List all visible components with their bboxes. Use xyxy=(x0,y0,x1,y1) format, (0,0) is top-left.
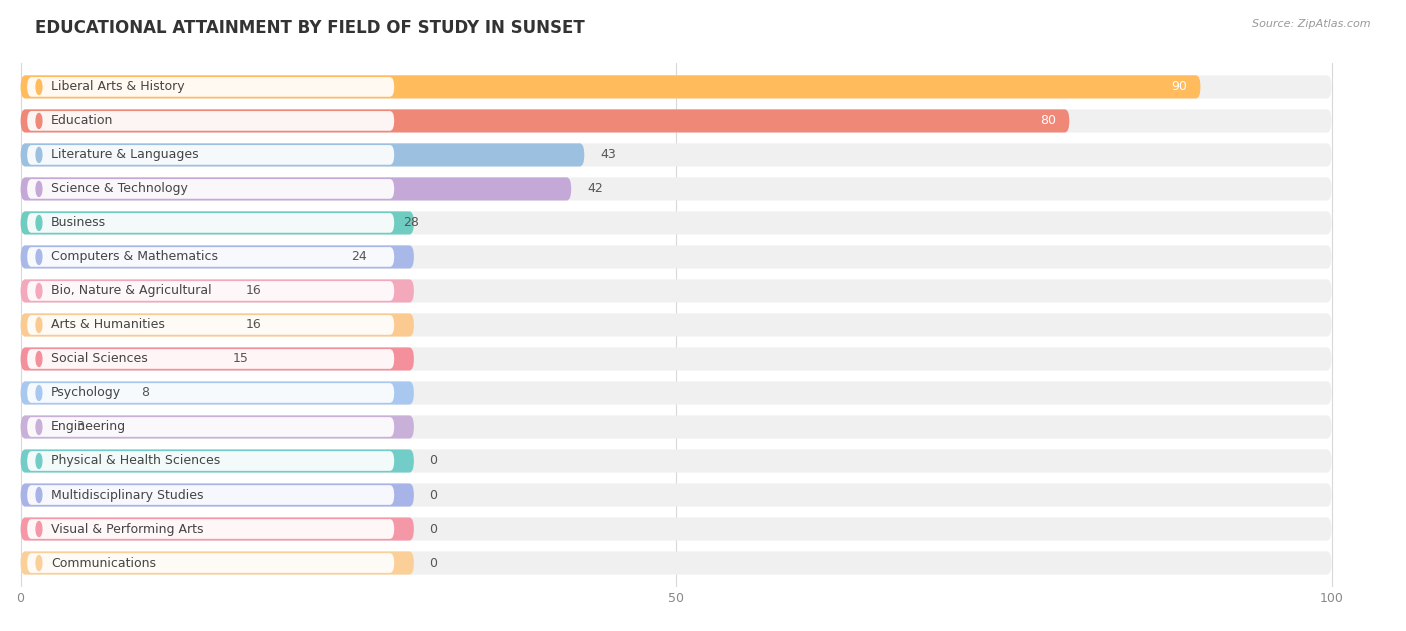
Text: 16: 16 xyxy=(246,285,262,297)
FancyBboxPatch shape xyxy=(27,213,394,233)
FancyBboxPatch shape xyxy=(21,75,1331,98)
Circle shape xyxy=(37,454,42,468)
FancyBboxPatch shape xyxy=(21,551,413,575)
FancyBboxPatch shape xyxy=(21,143,585,167)
Text: 3: 3 xyxy=(76,420,83,433)
Circle shape xyxy=(37,80,42,95)
Circle shape xyxy=(37,522,42,536)
FancyBboxPatch shape xyxy=(27,349,394,369)
FancyBboxPatch shape xyxy=(21,280,413,302)
FancyBboxPatch shape xyxy=(27,281,394,301)
Text: Computers & Mathematics: Computers & Mathematics xyxy=(51,251,218,264)
FancyBboxPatch shape xyxy=(21,348,413,370)
Circle shape xyxy=(37,555,42,570)
Text: 42: 42 xyxy=(586,182,603,196)
Text: Visual & Performing Arts: Visual & Performing Arts xyxy=(51,522,204,536)
FancyBboxPatch shape xyxy=(21,449,413,473)
Text: 0: 0 xyxy=(430,522,437,536)
FancyBboxPatch shape xyxy=(27,485,394,505)
Text: Social Sciences: Social Sciences xyxy=(51,353,148,365)
Circle shape xyxy=(37,114,42,128)
Circle shape xyxy=(37,148,42,162)
FancyBboxPatch shape xyxy=(21,75,1201,98)
FancyBboxPatch shape xyxy=(27,179,394,199)
Text: EDUCATIONAL ATTAINMENT BY FIELD OF STUDY IN SUNSET: EDUCATIONAL ATTAINMENT BY FIELD OF STUDY… xyxy=(35,19,585,37)
FancyBboxPatch shape xyxy=(21,517,1331,541)
FancyBboxPatch shape xyxy=(27,383,394,403)
Circle shape xyxy=(37,386,42,401)
FancyBboxPatch shape xyxy=(21,381,1331,404)
FancyBboxPatch shape xyxy=(21,517,413,541)
Text: Science & Technology: Science & Technology xyxy=(51,182,187,196)
FancyBboxPatch shape xyxy=(21,245,413,269)
Text: Bio, Nature & Agricultural: Bio, Nature & Agricultural xyxy=(51,285,211,297)
Text: 80: 80 xyxy=(1040,114,1056,127)
FancyBboxPatch shape xyxy=(21,415,413,439)
FancyBboxPatch shape xyxy=(27,519,394,539)
Circle shape xyxy=(37,420,42,435)
FancyBboxPatch shape xyxy=(21,348,1331,370)
FancyBboxPatch shape xyxy=(21,109,1331,133)
FancyBboxPatch shape xyxy=(27,111,394,131)
Text: Education: Education xyxy=(51,114,112,127)
Text: 0: 0 xyxy=(430,557,437,570)
Text: 0: 0 xyxy=(430,488,437,502)
Text: Arts & Humanities: Arts & Humanities xyxy=(51,319,165,331)
FancyBboxPatch shape xyxy=(21,211,1331,235)
Text: Literature & Languages: Literature & Languages xyxy=(51,148,198,162)
Text: Business: Business xyxy=(51,216,105,230)
FancyBboxPatch shape xyxy=(21,109,1070,133)
Text: Engineering: Engineering xyxy=(51,420,127,433)
Circle shape xyxy=(37,317,42,333)
Circle shape xyxy=(37,283,42,298)
Text: 8: 8 xyxy=(141,386,149,399)
FancyBboxPatch shape xyxy=(21,483,1331,507)
FancyBboxPatch shape xyxy=(21,551,1331,575)
FancyBboxPatch shape xyxy=(27,247,394,267)
Text: 24: 24 xyxy=(352,251,367,264)
FancyBboxPatch shape xyxy=(27,417,394,437)
FancyBboxPatch shape xyxy=(27,315,394,335)
FancyBboxPatch shape xyxy=(21,177,1331,201)
Text: Multidisciplinary Studies: Multidisciplinary Studies xyxy=(51,488,204,502)
FancyBboxPatch shape xyxy=(21,177,571,201)
Circle shape xyxy=(37,249,42,264)
Circle shape xyxy=(37,182,42,196)
Text: 90: 90 xyxy=(1171,80,1187,93)
Text: Physical & Health Sciences: Physical & Health Sciences xyxy=(51,454,219,468)
FancyBboxPatch shape xyxy=(21,143,1331,167)
FancyBboxPatch shape xyxy=(27,553,394,573)
Text: Liberal Arts & History: Liberal Arts & History xyxy=(51,80,184,93)
FancyBboxPatch shape xyxy=(21,314,1331,336)
FancyBboxPatch shape xyxy=(21,381,413,404)
FancyBboxPatch shape xyxy=(21,280,1331,302)
FancyBboxPatch shape xyxy=(21,314,413,336)
Circle shape xyxy=(37,215,42,230)
FancyBboxPatch shape xyxy=(21,415,1331,439)
FancyBboxPatch shape xyxy=(21,211,413,235)
Text: 15: 15 xyxy=(233,353,249,365)
FancyBboxPatch shape xyxy=(21,245,1331,269)
Text: Psychology: Psychology xyxy=(51,386,121,399)
Text: Source: ZipAtlas.com: Source: ZipAtlas.com xyxy=(1253,19,1371,29)
Text: Communications: Communications xyxy=(51,557,156,570)
FancyBboxPatch shape xyxy=(27,451,394,471)
FancyBboxPatch shape xyxy=(27,77,394,97)
Circle shape xyxy=(37,488,42,502)
FancyBboxPatch shape xyxy=(21,449,1331,473)
Circle shape xyxy=(37,351,42,367)
FancyBboxPatch shape xyxy=(21,483,413,507)
Text: 43: 43 xyxy=(600,148,616,162)
Text: 16: 16 xyxy=(246,319,262,331)
Text: 0: 0 xyxy=(430,454,437,468)
Text: 28: 28 xyxy=(404,216,419,230)
FancyBboxPatch shape xyxy=(27,145,394,165)
